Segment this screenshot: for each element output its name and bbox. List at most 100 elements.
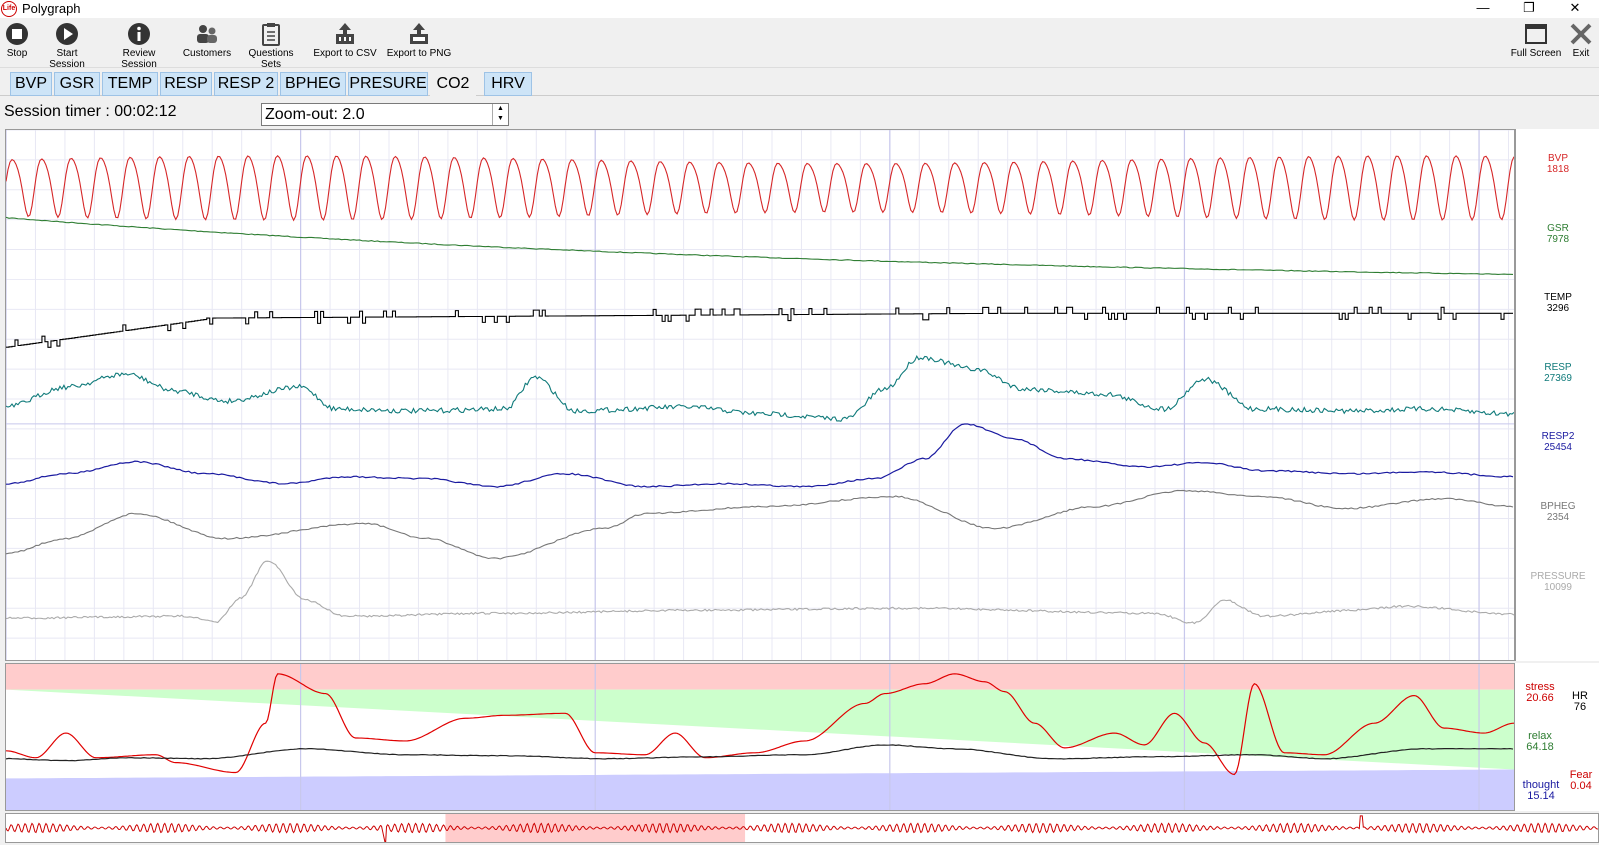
title-bar: Life Polygraph — ❐ ✕ xyxy=(0,0,1599,18)
stop-button[interactable]: Stop xyxy=(4,22,30,59)
zoom-spinbox[interactable]: Zoom-out: 2.0 ▲ ▼ xyxy=(261,103,509,126)
gsr-value: 7978 xyxy=(1546,234,1570,245)
questions-sets-label: Questions Sets xyxy=(248,48,294,70)
customers-icon xyxy=(197,25,217,43)
stop-label: Stop xyxy=(6,48,28,59)
session-timer: Session timer : 00:02:12 xyxy=(4,103,177,120)
relax-value: 64.18 xyxy=(1526,741,1554,753)
exit-icon xyxy=(1570,23,1592,45)
app-icon: Life xyxy=(1,1,17,17)
info-icon xyxy=(128,23,150,45)
export-png-icon xyxy=(410,23,428,44)
bpheg-readout: BPHEG 2354 xyxy=(1516,501,1599,523)
trace-overview xyxy=(6,815,1598,842)
resp2-name: RESP2 xyxy=(1541,431,1575,442)
exit-button[interactable]: Exit xyxy=(1568,22,1594,59)
bpheg-name: BPHEG xyxy=(1540,501,1576,512)
review-session-label: Review Session xyxy=(121,48,157,70)
thought-band xyxy=(6,769,1514,810)
customers-label: Customers xyxy=(182,48,232,59)
resp2-value: 25454 xyxy=(1544,442,1572,453)
tab-presure[interactable]: PRESURE xyxy=(348,72,428,96)
full-screen-label: Full Screen xyxy=(1510,48,1562,59)
export-png-label: Export to PNG xyxy=(386,48,452,59)
hr-value: 76 xyxy=(1573,701,1587,713)
tab-resp[interactable]: RESP xyxy=(160,72,212,96)
tab-bpheg[interactable]: BPHEG xyxy=(280,72,346,96)
trace-resp xyxy=(6,354,1514,422)
trace-stress xyxy=(6,673,1514,776)
thought-readout: thought 15.14 xyxy=(1517,780,1565,802)
trace-hr xyxy=(6,744,1514,762)
thought-value: 15.14 xyxy=(1527,790,1555,802)
stress-value: 20.66 xyxy=(1526,692,1554,704)
full-screen-button[interactable]: Full Screen xyxy=(1510,22,1562,59)
temp-value: 3296 xyxy=(1546,303,1570,314)
tab-resp2[interactable]: RESP 2 xyxy=(214,72,278,96)
zoom-spinner[interactable]: ▲ ▼ xyxy=(492,104,508,125)
export-csv-icon xyxy=(336,23,354,44)
tab-bvp[interactable]: BVP xyxy=(10,72,52,96)
signal-chart xyxy=(5,129,1515,661)
fear-readout: Fear 0.04 xyxy=(1565,770,1597,792)
emotion-value-panel: stress 20.66 HR 76 relax 64.18 Fear 0.04 tho… xyxy=(1515,663,1599,811)
pressure-readout: PRESSURE 10099 xyxy=(1516,571,1599,593)
stress-band xyxy=(6,664,1514,690)
resp-name: RESP xyxy=(1544,362,1572,373)
bvp-name: BVP xyxy=(1547,153,1568,164)
toolbar: Stop Start Session Review Session Custom… xyxy=(0,18,1599,70)
export-csv-label: Export to CSV xyxy=(313,48,377,59)
play-icon xyxy=(56,23,78,45)
relax-label: relax xyxy=(1528,730,1552,742)
thought-label: thought xyxy=(1522,779,1560,791)
clipboard-icon xyxy=(262,23,280,46)
relax-readout: relax 64.18 xyxy=(1519,731,1561,753)
trace-resp2 xyxy=(6,423,1514,488)
stop-icon xyxy=(6,23,28,45)
chart-grid xyxy=(6,130,1514,660)
stress-label: stress xyxy=(1525,681,1555,693)
restore-button[interactable]: ❐ xyxy=(1523,0,1535,15)
trace-bvp xyxy=(6,155,1514,222)
bpheg-value: 2354 xyxy=(1546,512,1570,523)
temp-name: TEMP xyxy=(1544,292,1572,303)
bvp-value: 1818 xyxy=(1546,164,1570,175)
fear-value: 0.04 xyxy=(1570,780,1592,792)
start-session-label: Start Session xyxy=(49,48,85,70)
trace-pressure xyxy=(6,560,1514,625)
fear-label: Fear xyxy=(1569,769,1593,781)
tab-co2[interactable]: CO2 xyxy=(430,72,476,96)
resp2-readout: RESP2 25454 xyxy=(1516,431,1599,453)
temp-readout: TEMP 3296 xyxy=(1516,292,1599,314)
window-title: Polygraph xyxy=(22,1,81,16)
bvp-readout: BVP 1818 xyxy=(1516,153,1599,175)
review-session-button[interactable]: Review Session xyxy=(104,22,174,70)
start-session-button[interactable]: Start Session xyxy=(38,22,96,70)
trace-bpheg xyxy=(6,489,1514,560)
tab-gsr[interactable]: GSR xyxy=(54,72,100,96)
tab-temp[interactable]: TEMP xyxy=(102,72,158,96)
emotion-grid xyxy=(300,664,1480,810)
session-overview-strip[interactable] xyxy=(5,813,1599,843)
trace-gsr xyxy=(6,216,1514,276)
channel-tabs: BVP GSR TEMP RESP RESP 2 BPHEG PRESURE C… xyxy=(0,68,1599,96)
pressure-name: PRESSURE xyxy=(1530,571,1586,582)
emotion-chart xyxy=(5,663,1515,811)
exit-label: Exit xyxy=(1572,48,1590,59)
stress-readout: stress 20.66 xyxy=(1519,682,1561,704)
customers-button[interactable]: Customers xyxy=(182,22,232,59)
resp-value: 27369 xyxy=(1544,373,1572,384)
fullscreen-icon xyxy=(1525,24,1547,44)
close-button[interactable]: ✕ xyxy=(1569,0,1581,15)
hr-readout: HR 76 xyxy=(1565,691,1595,713)
questions-sets-button[interactable]: Questions Sets xyxy=(238,22,304,70)
tab-hrv[interactable]: HRV xyxy=(484,72,532,96)
resp-readout: RESP 27369 xyxy=(1516,362,1599,384)
zoom-value: Zoom-out: 2.0 xyxy=(265,106,365,123)
trace-temp xyxy=(6,306,1514,348)
gsr-readout: GSR 7978 xyxy=(1516,223,1599,245)
hr-label: HR xyxy=(1572,690,1588,702)
export-png-button[interactable]: Export to PNG xyxy=(386,22,452,59)
minimize-button[interactable]: — xyxy=(1476,0,1490,15)
export-csv-button[interactable]: Export to CSV xyxy=(312,22,378,59)
